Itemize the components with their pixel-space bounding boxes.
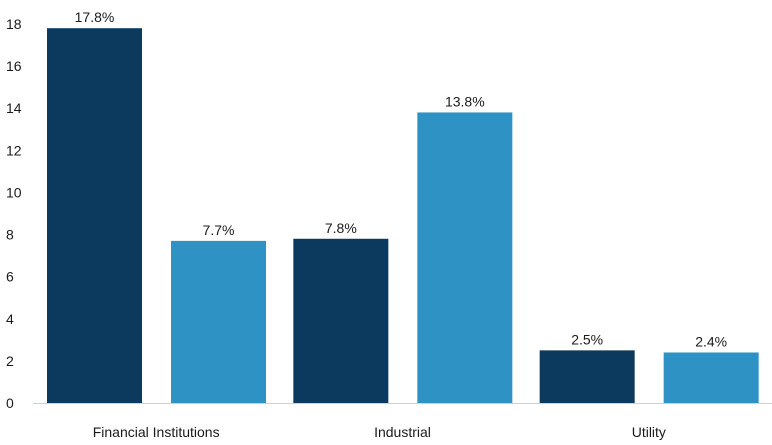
bar [171,240,266,403]
category-label: Utility [632,424,666,440]
category-label: Industrial [374,424,431,440]
y-tick-label: 16 [6,58,22,74]
bar [539,350,635,403]
y-tick-label: 14 [6,100,22,116]
bar [47,28,142,403]
bar-value-label: 13.8% [445,93,485,109]
y-tick-label: 10 [6,184,22,200]
y-tick-label: 2 [6,353,14,369]
bar-value-label: 7.8% [325,220,357,236]
bars [47,28,759,403]
y-axis-ticks: 0 2 4 6 8 10 12 14 16 18 [6,16,22,411]
bar-value-label: 2.4% [695,333,727,349]
y-tick-label: 12 [6,142,22,158]
bar-value-label: 2.5% [571,331,603,347]
y-tick-label: 6 [6,269,14,285]
y-tick-label: 0 [6,395,14,411]
bar-data-labels: 17.8% 7.7% 7.8% 13.8% 2.5% 2.4% [75,9,727,349]
y-tick-label: 4 [6,311,14,327]
bar [417,112,513,403]
category-label: Financial Institutions [93,424,220,440]
bar-value-label: 7.7% [203,222,235,238]
bar [663,352,759,403]
y-tick-label: 18 [6,16,22,32]
y-tick-label: 8 [6,227,14,243]
bar [293,238,389,403]
bar-value-label: 17.8% [75,9,115,25]
x-axis-category-labels: Financial Institutions Industrial Utility [93,424,666,440]
